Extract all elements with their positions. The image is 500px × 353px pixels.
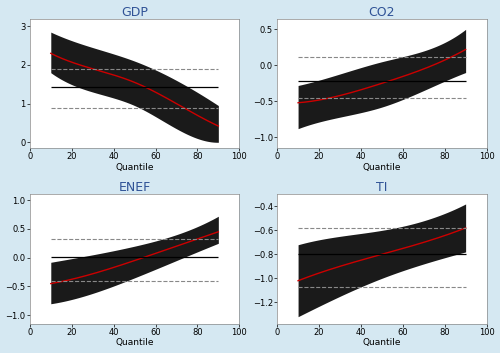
X-axis label: Quantile: Quantile <box>362 163 401 172</box>
Title: TI: TI <box>376 181 388 195</box>
Title: CO2: CO2 <box>368 6 395 19</box>
X-axis label: Quantile: Quantile <box>116 339 154 347</box>
X-axis label: Quantile: Quantile <box>116 163 154 172</box>
X-axis label: Quantile: Quantile <box>362 339 401 347</box>
Title: GDP: GDP <box>121 6 148 19</box>
Title: ENEF: ENEF <box>118 181 150 195</box>
